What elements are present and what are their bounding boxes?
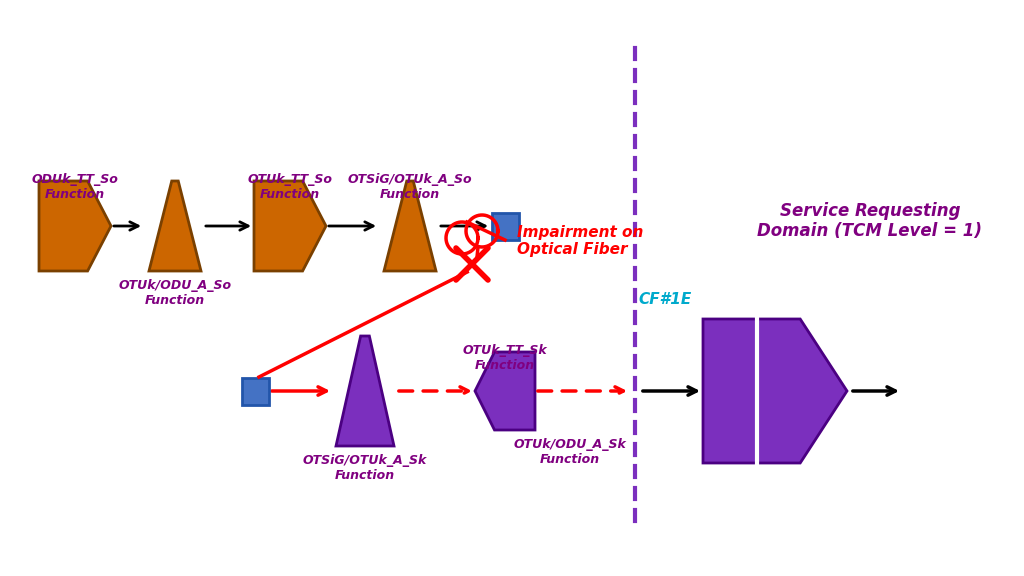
Text: OTUk_TT_Sk
Function: OTUk_TT_Sk Function	[463, 344, 548, 372]
Text: CF#1E: CF#1E	[638, 291, 691, 306]
Text: OTUk/ODU_A_Sk
Function: OTUk/ODU_A_Sk Function	[514, 438, 627, 466]
Text: OTUk_TT_So
Function: OTUk_TT_So Function	[248, 173, 333, 201]
Text: Impairment on
Optical Fiber: Impairment on Optical Fiber	[517, 225, 643, 257]
Polygon shape	[475, 352, 535, 430]
Polygon shape	[39, 181, 111, 271]
Text: OTSiG/OTUk_A_Sk
Function: OTSiG/OTUk_A_Sk Function	[303, 454, 427, 482]
Polygon shape	[384, 181, 436, 271]
FancyBboxPatch shape	[492, 213, 518, 240]
Polygon shape	[150, 181, 201, 271]
Text: OTUk/ODU_A_So
Function: OTUk/ODU_A_So Function	[119, 279, 231, 307]
Polygon shape	[336, 336, 394, 446]
Text: ODUk_TT_So
Function: ODUk_TT_So Function	[32, 173, 119, 201]
Text: OTSiG/OTUk_A_So
Function: OTSiG/OTUk_A_So Function	[348, 173, 472, 201]
Text: Service Requesting
Domain (TCM Level = 1): Service Requesting Domain (TCM Level = 1…	[758, 202, 982, 240]
Polygon shape	[703, 319, 847, 463]
Polygon shape	[254, 181, 326, 271]
FancyBboxPatch shape	[242, 377, 268, 404]
